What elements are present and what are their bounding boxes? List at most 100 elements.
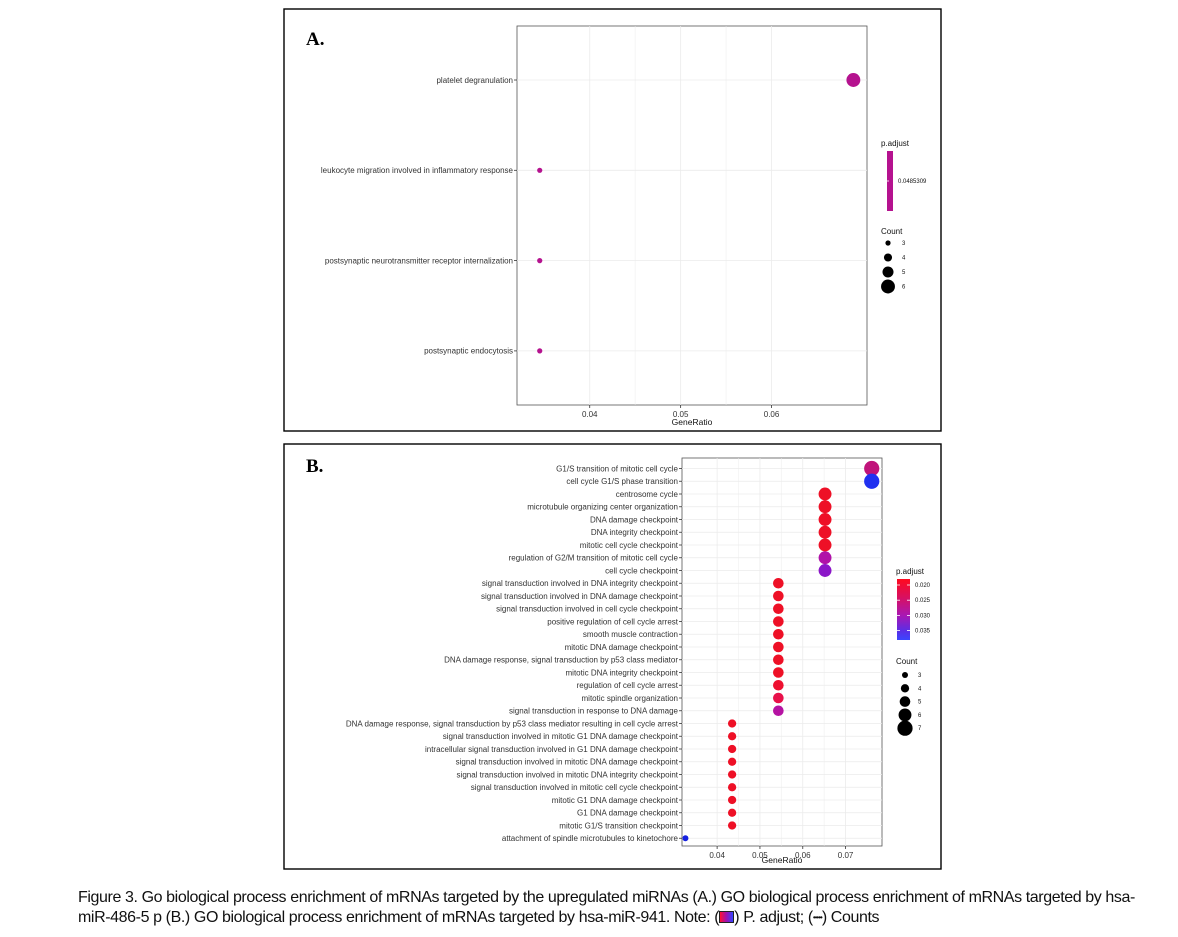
panel-b-color-legend-label: 0.025	[915, 598, 931, 604]
panel-b-point	[818, 525, 832, 539]
panel-b-color-legend-label: 0.030	[915, 613, 931, 619]
panel-b-x-tick-label: 0.04	[709, 851, 725, 860]
panel-b-point	[682, 835, 689, 842]
panel-b-y-tick-label: DNA integrity checkpoint	[591, 528, 679, 537]
panel-b-color-legend-label: 0.020	[915, 583, 931, 589]
panel-b-point	[727, 783, 737, 792]
panel-b-y-tick-label: regulation of cell cycle arrest	[577, 681, 679, 690]
caption-note-label: Note:	[673, 909, 711, 926]
panel-b-size-legend: 3 4 5 6 7	[897, 672, 922, 736]
panel-b-y-tick-label: attachment of spindle microtubules to ki…	[502, 834, 679, 843]
panel-b-label: B.	[306, 456, 323, 477]
panel-a-size-legend-dot	[885, 240, 891, 246]
panel-a-size-legend-label: 6	[902, 285, 906, 291]
panel-a-y-labels: platelet degranulation leukocyte migratio…	[321, 76, 517, 356]
panel-b-y-tick-label: cell cycle G1/S phase transition	[566, 477, 678, 486]
panel-b: B. G1/S transition of mitotic cell cycle…	[283, 443, 942, 870]
panel-b-y-tick-label: DNA damage checkpoint	[590, 515, 679, 524]
panel-a-points	[537, 73, 861, 354]
padjust-swatch-icon	[719, 911, 735, 923]
caption-note-padjust: ) P. adjust; (	[734, 909, 813, 926]
panel-b-point	[818, 564, 832, 577]
panel-b-color-legend-title: p.adjust	[896, 567, 925, 576]
panel-b-point	[818, 487, 832, 501]
panel-b-y-tick-label: intracellular signal transduction involv…	[425, 745, 679, 754]
panel-a-size-legend-dot	[881, 279, 895, 294]
panel-b-y-tick-label: signal transduction involved in DNA dama…	[481, 592, 679, 601]
panel-b-color-legend-labels: 0.020 0.025 0.030 0.035	[897, 583, 931, 635]
panel-b-point	[773, 590, 784, 602]
panel-b-point	[727, 821, 737, 830]
panel-a-plot-area	[516, 25, 868, 406]
panel-a-size-legend-label: 5	[902, 270, 906, 276]
panel-b-point	[727, 770, 737, 779]
panel-b-y-tick-label: signal transduction involved in mitotic …	[457, 770, 679, 779]
panel-a-point	[537, 258, 543, 264]
panel-b-point	[773, 705, 784, 717]
panel-b-y-tick-label: mitotic G1/S transition checkpoint	[559, 821, 678, 830]
panel-b-point	[818, 538, 832, 552]
panel-b-color-legend-label: 0.035	[915, 629, 931, 635]
panel-a-color-legend-bar	[887, 151, 893, 211]
panel-b-point	[818, 500, 832, 514]
panel-b-y-tick-label: regulation of G2/M transition of mitotic…	[509, 554, 679, 563]
panel-b-y-tick-label: centrosome cycle	[616, 490, 679, 499]
panel-b-y-labels: G1/S transition of mitotic cell cycle cel…	[346, 464, 682, 843]
panel-a-label: A.	[306, 29, 324, 50]
panel-b-point	[727, 795, 737, 805]
panel-a-size-legend-dot	[882, 266, 894, 278]
panel-a-point	[846, 73, 861, 87]
panel-b-y-tick-label: signal transduction in response to DNA d…	[509, 707, 679, 716]
panel-b-color-legend-bar	[897, 579, 910, 640]
panel-b-x-tick-label: 0.07	[838, 851, 854, 860]
panel-b-point	[773, 679, 784, 691]
panel-a-color-legend-label: 0.0485309	[898, 179, 927, 185]
panel-b-size-legend-dot	[897, 720, 913, 736]
panel-b-point	[727, 719, 737, 728]
panel-b-y-tick-label: DNA damage response, signal transduction…	[444, 656, 678, 665]
panel-b-y-tick-label: G1 DNA damage checkpoint	[577, 809, 679, 818]
panel-a-size-legend-label: 4	[902, 256, 906, 262]
panel-b-point	[864, 473, 880, 489]
panel-b-point	[773, 667, 784, 678]
panel-a-x-tick-label: 0.06	[764, 410, 780, 419]
panel-b-point	[727, 744, 737, 754]
panel-b-points	[682, 460, 880, 842]
panel-b-y-tick-label: signal transduction involved in mitotic …	[471, 783, 679, 792]
panel-b-x-tick-label: 0.05	[752, 851, 768, 860]
panel-b-y-tick-label: G1/S transition of mitotic cell cycle	[556, 464, 678, 473]
panel-b-point	[773, 641, 784, 653]
panel-a-x-ticks: 0.04 0.05 0.06	[582, 405, 780, 419]
panel-a-y-tick-label: postsynaptic neurotransmitter receptor i…	[325, 256, 513, 265]
panel-b-point	[773, 654, 784, 666]
panel-a-y-tick-label: leukocyte migration involved in inflamma…	[321, 166, 514, 175]
panel-b-point	[773, 616, 784, 627]
panel-b-size-legend-dot	[900, 684, 910, 693]
panel-b-size-legend-dot	[898, 708, 912, 722]
panel-b-size-legend-label: 3	[918, 673, 922, 679]
panel-a-point	[537, 167, 543, 173]
caption-figure-label: Figure 3.	[78, 889, 138, 906]
caption-note-counts: ) Counts	[821, 909, 880, 926]
panel-b-grid	[682, 458, 882, 846]
panel-a-x-tick-label: 0.05	[673, 410, 689, 419]
panel-b-size-legend-label: 5	[918, 700, 922, 706]
panel-b-point	[727, 808, 737, 817]
panel-a: A. platelet degranulation leukocyte migra…	[283, 8, 942, 432]
panel-b-size-legend-label: 7	[918, 726, 922, 732]
panel-b-plot-area	[681, 457, 883, 847]
panel-b-y-tick-label: mitotic cell cycle checkpoint	[580, 541, 679, 550]
panel-a-y-tick-label: platelet degranulation	[436, 76, 513, 85]
panel-a-size-legend-title: Count	[881, 227, 903, 236]
panel-a-grid	[517, 26, 867, 405]
panel-b-size-legend-dot	[902, 672, 908, 678]
panel-b-point	[773, 628, 784, 640]
panel-a-point	[537, 348, 543, 354]
panel-b-point	[727, 757, 737, 766]
panel-b-point	[773, 692, 784, 704]
panel-b-x-tick-label: 0.06	[795, 851, 811, 860]
panel-b-y-tick-label: cell cycle checkpoint	[605, 566, 679, 575]
panel-b-y-tick-label: signal transduction involved in mitotic …	[456, 758, 679, 767]
panel-b-x-axis-title: GeneRatio	[762, 855, 803, 865]
panel-b-y-tick-label: mitotic spindle organization	[582, 694, 679, 703]
